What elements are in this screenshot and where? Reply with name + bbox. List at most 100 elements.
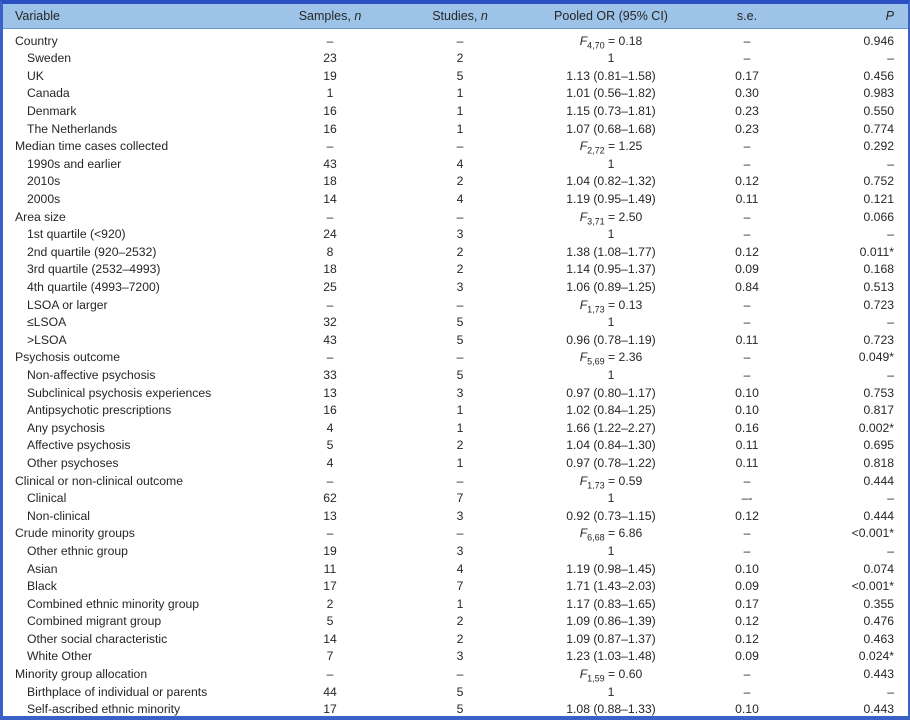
cell-p: 0.024*: [858, 649, 894, 664]
cell-se: 0.12: [735, 508, 759, 523]
variable-label: >LSOA: [27, 332, 67, 347]
variable-label: Other psychoses: [27, 455, 119, 470]
column-header-studies: Studies, n: [389, 4, 531, 29]
table-row: Clinical or non-clinical outcome – – F1,73 …: [3, 472, 908, 490]
variable-label: LSOA or larger: [27, 297, 108, 312]
cell-se: 0.30: [735, 86, 759, 101]
cell-p: 0.550: [863, 104, 895, 119]
variable-label: Non-clinical: [27, 508, 90, 523]
variable-label: Combined migrant group: [27, 614, 162, 629]
table-row: Antipsychotic prescriptions 16 1 1.02 (0.84…: [3, 401, 908, 419]
cell-samples: 19: [323, 68, 337, 83]
cell-p: 0.774: [863, 121, 895, 136]
cell-p: 0.011*: [859, 244, 894, 259]
variable-label: 2000s: [27, 192, 61, 207]
cell-pooled-or: 1: [607, 543, 615, 558]
cell-studies: 5: [456, 702, 464, 717]
cell-studies: 2: [456, 51, 464, 66]
cell-pooled-or: 1: [607, 51, 615, 66]
cell-p: 0.723: [863, 297, 895, 312]
cell-samples: –: [326, 139, 334, 154]
cell-pooled-or: 0.96 (0.78–1.19): [566, 332, 656, 347]
cell-studies: 5: [456, 332, 464, 347]
cell-studies: 2: [456, 438, 464, 453]
variable-label: Other ethnic group: [27, 543, 128, 558]
cell-p: 0.513: [863, 280, 895, 294]
cell-p: –: [887, 227, 894, 242]
cell-pooled-or: F6,68 = 6.86: [579, 526, 643, 543]
table-row: Country – – F4,70 = 0.18 – 0.946: [3, 29, 908, 50]
table-row: 3rd quartile (2532–4993) 18 2 1.14 (0.95–1.…: [3, 261, 908, 279]
variable-label: Antipsychotic prescriptions: [27, 403, 172, 418]
variable-label: Clinical: [27, 491, 67, 506]
cell-studies: 7: [456, 491, 464, 506]
cell-samples: 4: [326, 455, 334, 470]
cell-p: 0.168: [863, 262, 895, 277]
cell-se: –-: [741, 491, 753, 506]
cell-studies: –: [456, 667, 464, 682]
cell-samples: 23: [323, 51, 337, 66]
column-header-variable: Variable: [3, 4, 271, 29]
cell-studies: 5: [456, 315, 464, 330]
cell-samples: 32: [323, 315, 337, 330]
cell-pooled-or: F3,71 = 2.50: [579, 209, 643, 226]
cell-pooled-or: 1.15 (0.73–1.81): [566, 104, 656, 119]
cell-p: 0.818: [863, 455, 895, 470]
cell-p: 0.444: [863, 473, 895, 488]
cell-p: 0.753: [863, 385, 895, 400]
cell-pooled-or: 1.06 (0.89–1.25): [566, 280, 656, 294]
variable-label: Any psychosis: [27, 420, 105, 435]
variable-label: Asian: [27, 561, 58, 576]
cell-studies: 5: [456, 68, 464, 83]
table-body: Country – – F4,70 = 0.18–0.946 Sweden 23 2 1– – U…: [3, 29, 908, 717]
cell-samples: 24: [323, 227, 337, 242]
cell-samples: 43: [323, 156, 337, 171]
cell-studies: 5: [456, 367, 464, 382]
cell-samples: 5: [326, 438, 334, 453]
cell-samples: –: [326, 209, 334, 224]
variable-group-label: Median time cases collected: [15, 139, 169, 154]
table-row: Any psychosis 4 1 1.66 (1.22–2.27) 0.16 0.002…: [3, 419, 908, 437]
cell-studies: 4: [456, 561, 464, 576]
cell-se: –: [743, 543, 751, 558]
variable-label: 3rd quartile (2532–4993): [27, 262, 161, 277]
variable-label: ≤LSOA: [27, 315, 67, 330]
variable-label: Denmark: [27, 104, 77, 119]
table-row: 2000s 14 4 1.19 (0.95–1.49) 0.11 0.121: [3, 190, 908, 208]
cell-studies: 1: [456, 86, 464, 101]
cell-samples: –: [326, 350, 334, 365]
cell-pooled-or: 1.66 (1.22–2.27): [566, 420, 656, 435]
cell-se: 0.11: [735, 455, 759, 470]
variable-label: Subclinical psychosis experiences: [27, 385, 212, 400]
cell-se: –: [743, 227, 751, 242]
table-row: UK 19 5 1.13 (0.81–1.58) 0.17 0.456: [3, 67, 908, 85]
meta-regression-table: Variable Samples, n Studies, n Pooled OR (9…: [3, 4, 908, 717]
cell-p: 0.066: [863, 209, 895, 224]
column-header-se: s.e.: [691, 4, 803, 29]
cell-pooled-or: 1: [607, 684, 615, 699]
cell-pooled-or: 1.71 (1.43–2.03): [566, 579, 656, 594]
cell-pooled-or: F1,73 = 0.59: [579, 473, 643, 490]
cell-studies: –: [456, 297, 464, 312]
variable-label: The Netherlands: [27, 121, 118, 136]
cell-pooled-or: F4,70 = 0.18: [579, 33, 643, 50]
cell-studies: –: [456, 350, 464, 365]
cell-samples: 62: [323, 491, 337, 506]
cell-samples: 16: [323, 104, 337, 119]
variable-label: Affective psychosis: [27, 438, 131, 453]
cell-pooled-or: 1: [607, 367, 615, 382]
cell-se: –: [743, 667, 751, 682]
cell-studies: –: [456, 139, 464, 154]
table-row: White Other 7 3 1.23 (1.03–1.48) 0.09 0.024*: [3, 648, 908, 666]
cell-p: 0.723: [863, 332, 895, 347]
cell-se: 0.10: [735, 702, 759, 717]
cell-samples: 11: [323, 561, 337, 576]
cell-pooled-or: 0.97 (0.78–1.22): [566, 455, 656, 470]
table-row: Subclinical psychosis experiences 13 3 0.97…: [3, 384, 908, 402]
table-row: 1990s and earlier 43 4 1 – –: [3, 155, 908, 173]
cell-samples: 4: [326, 420, 334, 435]
cell-samples: 2: [326, 596, 334, 611]
cell-p: <0.001*: [851, 579, 894, 594]
cell-pooled-or: F5,69 = 2.36: [579, 350, 643, 367]
cell-se: –: [743, 684, 751, 699]
